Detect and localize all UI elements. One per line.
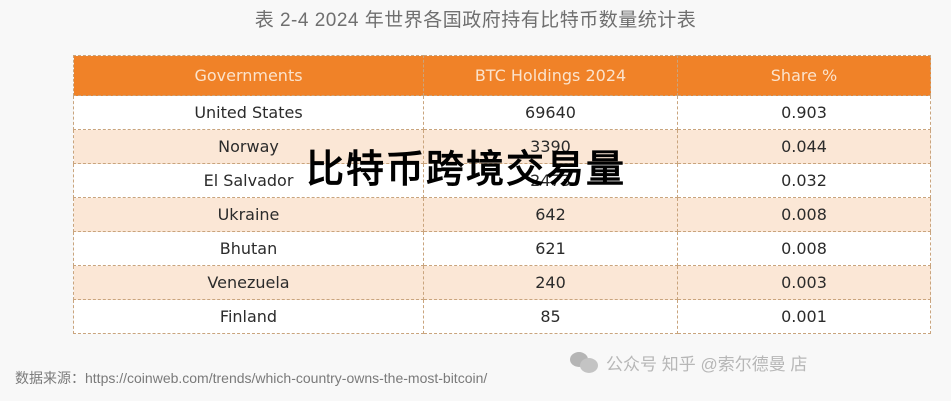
cell-share: 0.001: [677, 299, 931, 334]
table-row: Venezuela 240 0.003: [73, 265, 931, 300]
cell-holdings: 2473: [423, 163, 678, 198]
cell-government: United States: [73, 95, 424, 130]
cell-holdings: 85: [423, 299, 678, 334]
watermark-text: 公众号 知乎 @索尔德曼 店: [606, 355, 808, 374]
table-row: El Salvador 2473 0.032: [73, 163, 931, 198]
source-note: 数据来源：https://coinweb.com/trends/which-co…: [15, 370, 488, 386]
header-btc-holdings: BTC Holdings 2024: [423, 55, 678, 96]
cell-holdings: 621: [423, 231, 678, 266]
cell-government: Venezuela: [73, 265, 424, 300]
cell-share: 0.044: [677, 129, 931, 164]
cell-government: Finland: [73, 299, 424, 334]
cell-share: 0.032: [677, 163, 931, 198]
cell-government: Bhutan: [73, 231, 424, 266]
cell-government: Ukraine: [73, 197, 424, 232]
cell-government: Norway: [73, 129, 424, 164]
cell-holdings: 642: [423, 197, 678, 232]
cell-holdings: 240: [423, 265, 678, 300]
cell-holdings: 69640: [423, 95, 678, 130]
cell-share: 0.008: [677, 197, 931, 232]
table-title: 表 2-4 2024 年世界各国政府持有比特币数量统计表: [254, 10, 697, 31]
table-row: United States 69640 0.903: [73, 95, 931, 130]
table-row: Finland 85 0.001: [73, 299, 931, 334]
header-row: Governments BTC Holdings 2024 Share %: [73, 55, 931, 96]
header-governments: Governments: [73, 55, 424, 96]
table-row: Bhutan 621 0.008: [73, 231, 931, 266]
overlay-caption: 比特币跨境交易量: [306, 147, 627, 191]
table-row: Ukraine 642 0.008: [73, 197, 931, 232]
header-share: Share %: [677, 55, 931, 96]
holdings-table: Governments BTC Holdings 2024 Share % Un…: [73, 55, 931, 334]
cell-government: El Salvador: [73, 163, 424, 198]
cell-share: 0.008: [677, 231, 931, 266]
cell-share: 0.903: [677, 95, 931, 130]
table-row: Norway 3390 0.044: [73, 129, 931, 164]
watermark: 公众号 知乎 @索尔德曼 店: [570, 350, 807, 375]
wechat-icon: [570, 351, 600, 374]
cell-share: 0.003: [677, 265, 931, 300]
